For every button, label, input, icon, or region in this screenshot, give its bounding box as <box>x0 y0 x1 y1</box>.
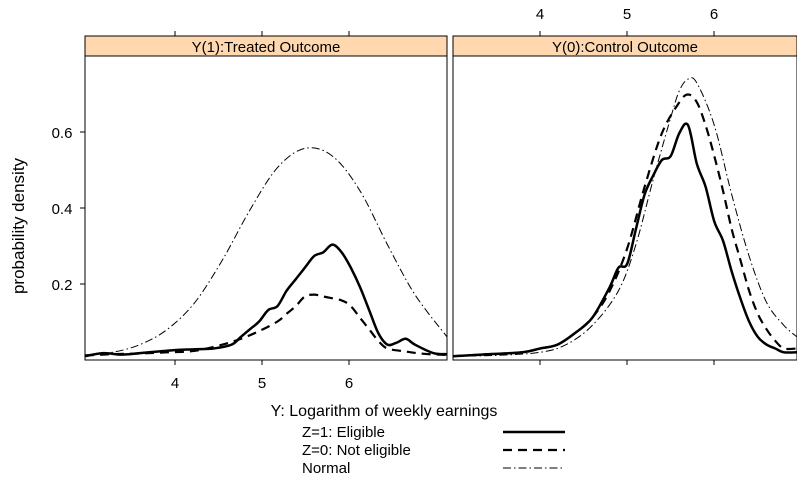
x-tick-label: 5 <box>258 375 266 392</box>
x-axis-bottom: 4 5 6 <box>171 360 353 392</box>
y-axis: 0.2 0.4 0.6 <box>52 125 85 294</box>
x-tick-label: 6 <box>345 375 353 392</box>
strip-title-treated: Y(1):Treated Outcome <box>192 39 341 56</box>
panel-control: Y(0):Control Outcome 4 5 6 <box>453 6 797 365</box>
series-line-solid <box>453 124 797 357</box>
y-tick-label: 0.4 <box>52 201 73 218</box>
series-line-dashdot <box>85 148 447 356</box>
legend-label-normal: Normal <box>302 460 350 477</box>
y-axis-title: probability density <box>9 157 28 294</box>
x-tick-label: 4 <box>171 375 179 392</box>
x-axis-top: 4 5 6 <box>536 6 718 36</box>
series-line-dashed <box>453 95 797 357</box>
series-line-solid <box>85 245 447 357</box>
x-axis-top-ticks <box>175 31 349 36</box>
x-axis-bottom-ticks <box>540 360 714 365</box>
panel-treated: Y(1):Treated Outcome 4 5 6 <box>85 31 447 392</box>
panel-treated-lines <box>85 148 447 356</box>
x-axis-title: Y: Logarithm of weekly earnings <box>271 403 498 420</box>
legend-label-not-eligible: Z=0: Not eligible <box>302 442 411 459</box>
legend: Z=1: Eligible Z=0: Not eligible Normal <box>302 424 565 477</box>
x-tick-label: 5 <box>623 6 631 23</box>
strip-title-control: Y(0):Control Outcome <box>552 39 698 56</box>
legend-label-eligible: Z=1: Eligible <box>302 424 385 441</box>
series-line-dashed <box>85 295 447 356</box>
x-tick-label: 4 <box>536 6 544 23</box>
x-tick-label: 6 <box>710 6 718 23</box>
y-tick-label: 0.6 <box>52 125 73 142</box>
panel-control-lines <box>453 78 797 357</box>
y-tick-label: 0.2 <box>52 277 73 294</box>
